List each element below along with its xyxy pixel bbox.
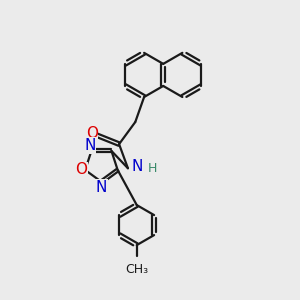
Text: H: H: [148, 162, 157, 175]
Text: N: N: [96, 180, 107, 195]
Text: O: O: [75, 163, 87, 178]
Text: N: N: [84, 138, 96, 153]
Text: N: N: [131, 159, 142, 174]
Text: O: O: [86, 126, 98, 141]
Text: CH₃: CH₃: [125, 263, 148, 276]
